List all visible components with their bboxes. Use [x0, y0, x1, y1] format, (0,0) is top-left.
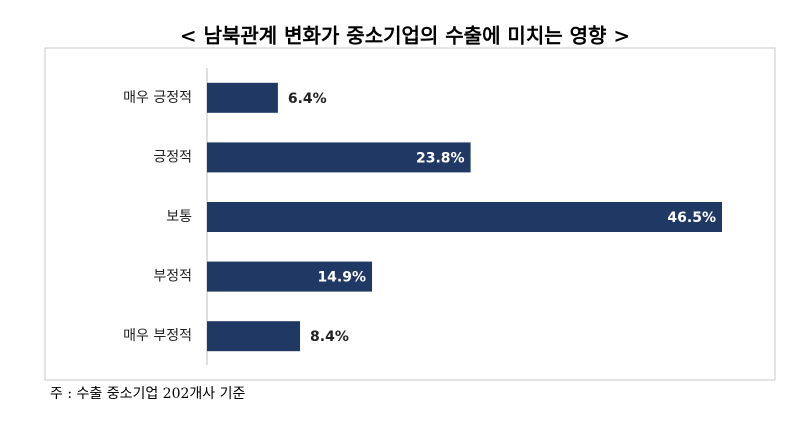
plot-frame	[44, 47, 776, 381]
value-label: 14.9%	[317, 270, 366, 286]
bar	[207, 321, 301, 352]
category-label: 부정적	[153, 269, 192, 285]
bar	[207, 261, 373, 292]
chart-title: < 남북관계 변화가 중소기업의 수출에 미치는 영향 >	[180, 24, 630, 48]
value-label: 8.4%	[310, 329, 349, 345]
category-label: 긍정적	[153, 149, 192, 165]
bar	[207, 82, 278, 113]
value-label: 6.4%	[288, 91, 327, 107]
bar	[207, 202, 722, 232]
value-label: 46.5%	[667, 210, 716, 226]
category-label: 매우 긍정적	[123, 90, 192, 106]
category-label: 보통	[166, 209, 192, 225]
category-label: 매우 부정적	[123, 328, 192, 344]
value-label: 23.8%	[416, 150, 465, 166]
bar	[207, 142, 471, 173]
note: 주 : 수출 중소기업 202개사 기준	[50, 386, 245, 402]
